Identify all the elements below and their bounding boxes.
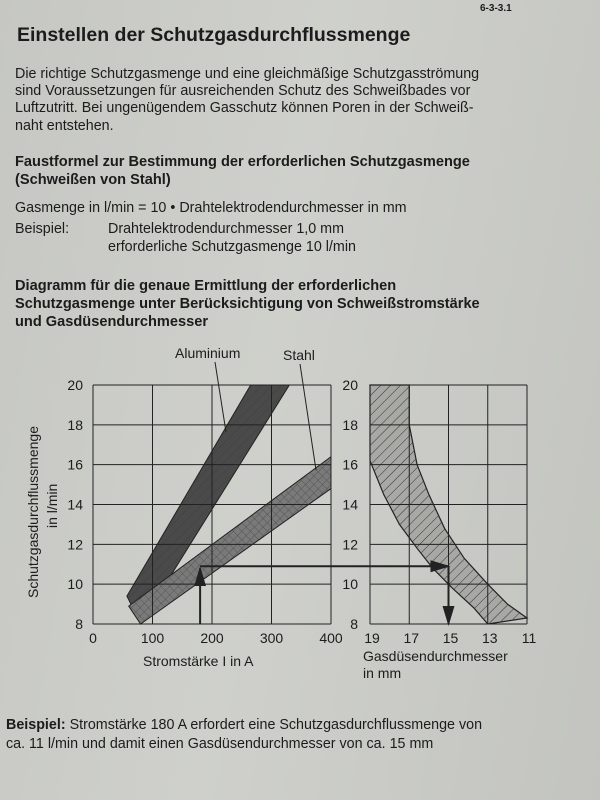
y-tick-label-right: 8 bbox=[350, 616, 358, 632]
x-axis-label-left: Stromstärke I in A bbox=[143, 653, 254, 669]
page-title: Einstellen der Schutzgasdurchflussmenge bbox=[17, 24, 411, 46]
x-axis-label-right-unit: in mm bbox=[363, 665, 401, 681]
y-tick-label-right: 12 bbox=[342, 536, 358, 552]
intro-paragraph: Die richtige Schutzgasmenge und eine gle… bbox=[15, 66, 575, 135]
y-axis-label-unit: in l/min bbox=[44, 484, 60, 528]
x-tick-label: 100 bbox=[141, 630, 165, 646]
y-axis-label: Schutzgasdurchflussmenge bbox=[25, 426, 41, 598]
x-tick-label: 200 bbox=[200, 630, 224, 646]
x-tick-label: 13 bbox=[482, 630, 498, 646]
x-tick-label: 400 bbox=[319, 630, 343, 646]
y-tick-label-left: 14 bbox=[67, 497, 83, 513]
x-axis-label-right: Gasdüsendurchmesser bbox=[363, 648, 508, 664]
x-tick-label: 19 bbox=[364, 630, 380, 646]
formula: Gasmenge in l/min = 10 • Drahtelektroden… bbox=[15, 200, 407, 216]
bottom-example-line: Stromstärke 180 A erfordert eine Schutzg… bbox=[65, 717, 483, 733]
y-tick-label-left: 10 bbox=[67, 576, 83, 592]
legend-aluminium: Aluminium bbox=[175, 345, 240, 361]
intro-line: Luftzutritt. Bei ungenügendem Gasschutz … bbox=[15, 100, 474, 117]
y-tick-label-right: 16 bbox=[342, 457, 358, 473]
rule-heading: Faustformel zur Bestimmung der erforderl… bbox=[15, 153, 470, 189]
x-tick-label: 17 bbox=[403, 630, 419, 646]
example-line: erforderliche Schutzgasmenge 10 l/min bbox=[108, 239, 356, 255]
x-tick-label: 300 bbox=[260, 630, 284, 646]
bottom-example-line: ca. 11 l/min und damit einen Gasdüsendur… bbox=[6, 736, 434, 752]
example-label: Beispiel: bbox=[15, 221, 70, 237]
y-tick-label-left: 12 bbox=[67, 536, 83, 552]
x-tick-label: 0 bbox=[89, 630, 97, 646]
page-number: 6-3-3.1 bbox=[480, 3, 512, 14]
intro-line: Die richtige Schutzgasmenge und eine gle… bbox=[15, 66, 480, 82]
diagram-heading-line: und Gasdüsendurchmesser bbox=[15, 314, 209, 330]
leader-aluminium bbox=[214, 361, 227, 433]
y-tick-label-left: 8 bbox=[75, 616, 83, 632]
y-tick-label-left: 20 bbox=[67, 377, 83, 393]
bottom-example: Beispiel: Stromstärke 180 A erfordert ei… bbox=[6, 716, 596, 754]
diagram: 0 100 200 300 400 19 17 15 13 11 8 8 10 10 12 12 14 14 16 1… bbox=[25, 345, 537, 681]
x-tick-label: 15 bbox=[443, 630, 459, 646]
y-tick-label-right: 20 bbox=[342, 377, 358, 393]
legend-stahl: Stahl bbox=[283, 347, 315, 363]
example-line: Drahtelektrodendurchmesser 1,0 mm bbox=[108, 221, 344, 237]
rule-heading-line: Faustformel zur Bestimmung der erforderl… bbox=[15, 154, 470, 170]
intro-line: sind Voraussetzungen für ausreichenden S… bbox=[15, 83, 471, 100]
x-tick-label: 11 bbox=[522, 630, 537, 646]
band-pattern-stahl bbox=[128, 456, 331, 624]
y-tick-label-right: 14 bbox=[342, 497, 358, 513]
diagram-heading-line: Diagramm für die genaue Ermittlung der e… bbox=[15, 278, 397, 294]
y-tick-label-left: 18 bbox=[67, 417, 83, 433]
leader-stahl bbox=[299, 363, 317, 471]
bottom-example-label: Beispiel: bbox=[6, 717, 66, 733]
y-tick-label-right: 10 bbox=[342, 576, 358, 592]
intro-line: naht entstehen. bbox=[15, 117, 114, 134]
y-tick-label-right: 18 bbox=[342, 417, 358, 433]
diagram-heading-line: Schutzgasmenge unter Berücksichtigung vo… bbox=[15, 296, 480, 312]
y-tick-label-left: 16 bbox=[67, 457, 83, 473]
diagram-heading: Diagramm für die genaue Ermittlung der e… bbox=[15, 277, 480, 331]
rule-heading-line: (Schweißen von Stahl) bbox=[15, 172, 171, 188]
